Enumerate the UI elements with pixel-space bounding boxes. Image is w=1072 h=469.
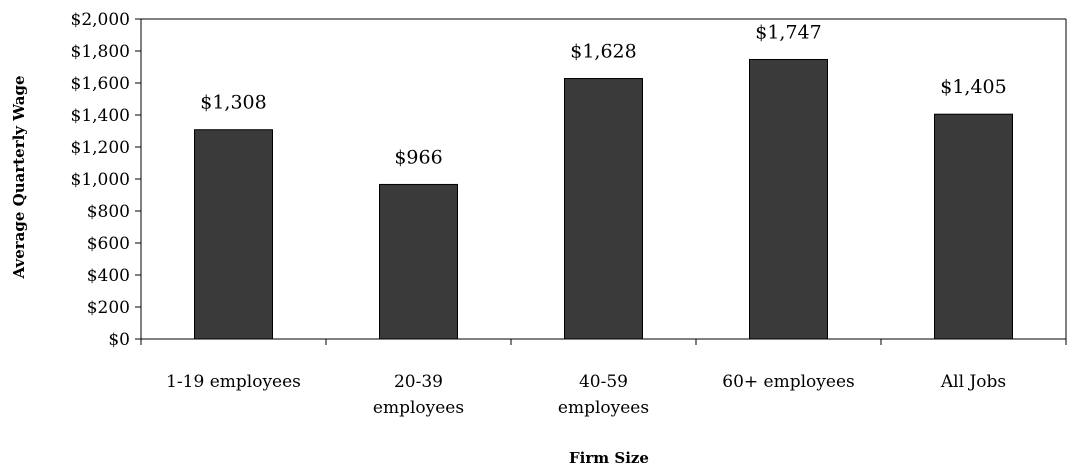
data-labels: $1,308 $966 $1,628 $1,747 $1,405 xyxy=(200,21,1006,168)
y-tick-label: $800 xyxy=(87,202,130,222)
data-label: $1,308 xyxy=(200,92,266,114)
y-tick-label: $600 xyxy=(87,234,130,254)
bar xyxy=(749,58,828,340)
bar xyxy=(564,78,643,340)
y-tick-label: $1,400 xyxy=(71,106,130,126)
y-tick-label: $1,000 xyxy=(71,170,130,190)
y-tick-label: $1,800 xyxy=(71,42,130,62)
x-category-label: employees xyxy=(558,398,649,418)
bars xyxy=(194,58,1013,340)
y-tick-label: $1,200 xyxy=(71,138,130,158)
data-label: $1,747 xyxy=(755,21,821,43)
y-tick-label: $1,600 xyxy=(71,74,130,94)
x-category-label: 20-39 xyxy=(394,372,443,392)
y-tick-label: $0 xyxy=(108,330,130,350)
y-tick-label: $200 xyxy=(87,298,130,318)
x-category-label: 1-19 employees xyxy=(166,372,301,392)
y-tick-label: $400 xyxy=(87,266,130,286)
x-category-label: 40-59 xyxy=(579,372,628,392)
x-axis-title: Firm Size xyxy=(569,449,649,467)
bar xyxy=(194,129,273,340)
x-category-label: 60+ employees xyxy=(722,372,854,392)
data-label: $966 xyxy=(394,146,442,168)
x-category-label: employees xyxy=(373,398,464,418)
y-axis: $0 $200 $400 $600 $800 $1,000 $1,200 $1,400 $1,6… xyxy=(71,10,141,350)
bar xyxy=(934,113,1013,340)
x-category-label: All Jobs xyxy=(940,372,1006,392)
y-axis-title: Average Quarterly Wage xyxy=(10,75,28,279)
data-label: $1,405 xyxy=(940,76,1006,98)
x-axis: 1-19 employees 20-39 employees 40-59 employe… xyxy=(140,339,1067,418)
bar xyxy=(379,183,458,340)
y-tick-label: $2,000 xyxy=(71,10,130,30)
data-label: $1,628 xyxy=(570,41,636,63)
